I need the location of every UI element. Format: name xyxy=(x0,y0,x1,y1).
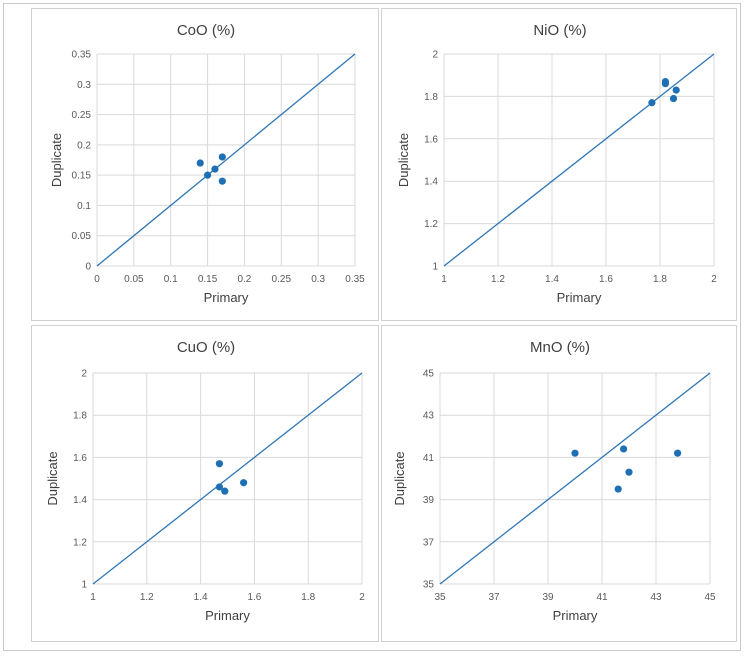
reference-line xyxy=(439,372,711,585)
panel-mno: MnO (%) 35 37 39 41 43 45 35 37 39 41 43 45 Primary Du… xyxy=(381,325,737,642)
x-tick-label: 1 xyxy=(90,592,96,603)
data-point xyxy=(674,449,682,457)
data-point xyxy=(215,483,224,491)
y-tick-label: 1.8 xyxy=(73,411,87,422)
x-tick-label: 41 xyxy=(596,592,608,603)
x-axis-title: Primary xyxy=(553,608,598,623)
chart-title: CuO (%) xyxy=(177,339,235,356)
y-tick-label: 41 xyxy=(423,453,435,464)
x-tick-label: 0.3 xyxy=(311,274,325,285)
data-point xyxy=(648,99,656,107)
chart-mno: MnO (%) 35 37 39 41 43 45 35 37 39 41 43 45 Primary Du… xyxy=(392,339,716,623)
data-point xyxy=(211,165,219,173)
x-tick-label: 0.1 xyxy=(164,274,178,285)
chart-title: NiO (%) xyxy=(533,22,586,39)
x-tick-label: 1.6 xyxy=(599,274,613,285)
data-point xyxy=(203,171,212,179)
y-tick-label: 1 xyxy=(432,262,438,273)
chart-coo: CoO (%) 0 0.05 0.1 0.15 0.2 0.25 0.3 0.35 0 0.05 0.… xyxy=(49,22,365,305)
y-axis-title: Duplicate xyxy=(396,133,411,187)
reference-line xyxy=(92,372,363,585)
y-axis-title: Duplicate xyxy=(45,451,60,505)
x-tick-label: 1.8 xyxy=(301,592,315,603)
data-point xyxy=(661,77,669,86)
data-point xyxy=(672,86,680,94)
x-tick-label: 45 xyxy=(704,592,716,603)
y-tick-label: 0.35 xyxy=(72,50,92,61)
chart-title: CoO (%) xyxy=(177,22,235,39)
y-tick-label: 0.25 xyxy=(72,110,92,121)
y-tick-label: 0.2 xyxy=(77,140,91,151)
x-tick-label: 0.2 xyxy=(237,274,251,285)
x-tick-label: 37 xyxy=(488,592,500,603)
data-point xyxy=(669,94,678,103)
x-tick-label: 1.2 xyxy=(491,274,505,285)
figure-frame xyxy=(3,3,741,651)
x-tick-label: 0.15 xyxy=(198,274,218,285)
x-tick-label: 1.2 xyxy=(140,592,154,603)
x-tick-label: 0 xyxy=(94,274,100,285)
chart-nio: NiO (%) 1 1.2 1.4 1.6 1.8 2 1 1.2 1.4 1.6 1.8 2 Prima… xyxy=(396,22,717,305)
x-tick-label: 1.4 xyxy=(194,592,208,603)
panel-coo: CoO (%) 0 0.05 0.1 0.15 0.2 0.25 0.3 0.35 0 0.05 0.… xyxy=(31,8,379,321)
y-tick-label: 1.6 xyxy=(424,134,438,145)
y-axis-title: Duplicate xyxy=(49,133,64,187)
x-axis-title: Primary xyxy=(557,290,602,305)
data-point xyxy=(240,479,248,487)
x-tick-label: 2 xyxy=(711,274,717,285)
data-point xyxy=(196,159,204,167)
y-tick-label: 35 xyxy=(423,580,435,591)
y-tick-label: 1.8 xyxy=(424,92,438,103)
y-tick-label: 39 xyxy=(423,495,435,506)
x-tick-label: 35 xyxy=(434,592,446,603)
y-tick-label: 45 xyxy=(423,369,435,380)
x-tick-label: 43 xyxy=(650,592,662,603)
panel-cuo: CuO (%) 1 1.2 1.4 1.6 1.8 2 1 1.2 1.4 1.6 1.8 2 Prima… xyxy=(31,325,379,642)
data-point xyxy=(614,485,622,493)
chart-title: MnO (%) xyxy=(530,339,590,356)
y-axis-title: Duplicate xyxy=(392,451,407,505)
data-point xyxy=(571,449,579,457)
y-tick-label: 1.4 xyxy=(73,495,87,506)
x-tick-label: 1.4 xyxy=(545,274,559,285)
x-axis-title: Primary xyxy=(205,608,250,623)
x-tick-label: 1 xyxy=(441,274,447,285)
y-tick-label: 1.4 xyxy=(424,177,438,188)
data-point xyxy=(218,177,226,185)
reference-line xyxy=(443,53,715,267)
y-tick-label: 2 xyxy=(81,369,87,380)
y-tick-label: 0.1 xyxy=(77,201,91,212)
data-point xyxy=(215,460,224,468)
y-tick-label: 1 xyxy=(81,580,87,591)
x-tick-label: 0.35 xyxy=(345,274,365,285)
x-tick-label: 1.8 xyxy=(653,274,667,285)
y-tick-label: 2 xyxy=(432,50,438,61)
y-tick-label: 0.15 xyxy=(72,171,92,182)
y-tick-label: 1.6 xyxy=(73,453,87,464)
data-point xyxy=(218,153,226,161)
reference-line xyxy=(96,53,356,267)
y-tick-label: 43 xyxy=(423,411,435,422)
x-tick-label: 2 xyxy=(359,592,365,603)
x-tick-label: 1.6 xyxy=(247,592,261,603)
chart-cuo: CuO (%) 1 1.2 1.4 1.6 1.8 2 1 1.2 1.4 1.6 1.8 2 Prima… xyxy=(45,339,365,623)
data-point xyxy=(625,468,633,476)
y-tick-label: 37 xyxy=(423,537,435,548)
y-tick-label: 1.2 xyxy=(424,219,438,230)
x-tick-label: 0.25 xyxy=(272,274,292,285)
x-tick-label: 0.05 xyxy=(124,274,144,285)
y-tick-label: 0.3 xyxy=(77,80,91,91)
y-tick-label: 0.05 xyxy=(72,231,92,242)
x-axis-title: Primary xyxy=(204,290,249,305)
y-tick-label: 1.2 xyxy=(73,537,87,548)
y-tick-label: 0 xyxy=(85,262,91,273)
data-point xyxy=(221,487,229,495)
data-point xyxy=(620,445,628,453)
x-tick-label: 39 xyxy=(542,592,554,603)
panel-nio: NiO (%) 1 1.2 1.4 1.6 1.8 2 1 1.2 1.4 1.6 1.8 2 Prima… xyxy=(381,8,737,321)
